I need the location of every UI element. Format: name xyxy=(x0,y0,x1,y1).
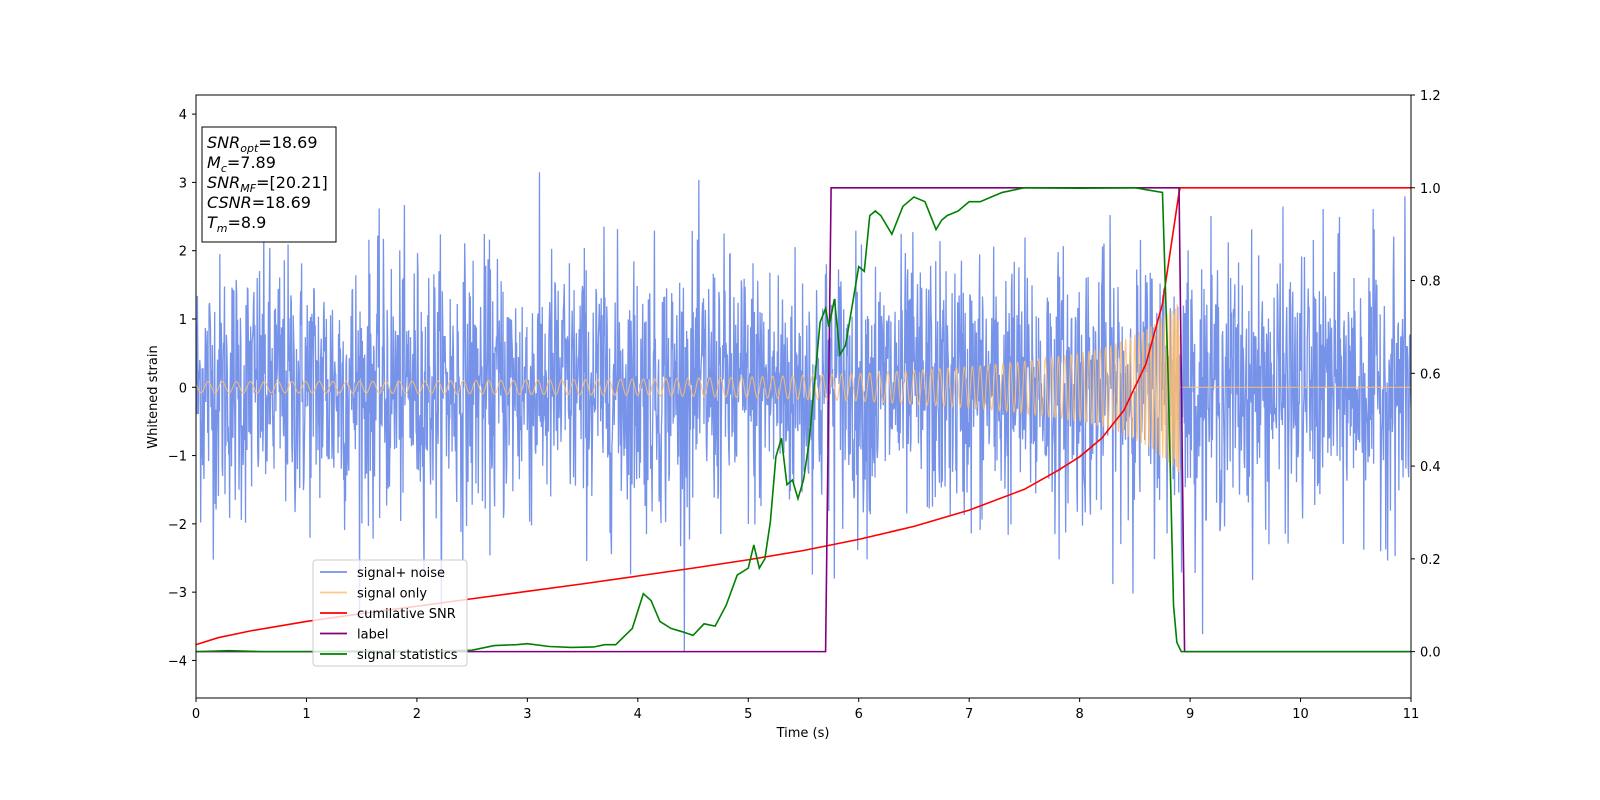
y-right-tick-label: 0.0 xyxy=(1420,646,1441,661)
signal-noise-line xyxy=(196,172,1411,652)
signal-only-line xyxy=(196,303,1411,473)
plot-frame xyxy=(195,94,1412,699)
info-value: =18.69 xyxy=(252,193,311,212)
x-tick-label: 8 xyxy=(1075,707,1083,722)
y-left-tick-label: −1 xyxy=(168,450,187,465)
x-tick-label: 10 xyxy=(1292,707,1309,722)
y-left-tick-label: −2 xyxy=(168,518,187,533)
info-line: Tm=8.9 xyxy=(207,213,266,235)
y-right-tick-label: 1.0 xyxy=(1420,182,1441,197)
info-value: =[20.21] xyxy=(256,173,328,192)
y-axis-left: −4 −3 −2 −1 0 1 2 3 4 xyxy=(168,108,196,669)
y-left-tick-label: 4 xyxy=(179,108,187,123)
x-tick-label: 9 xyxy=(1186,707,1194,722)
y-left-tick-label: 0 xyxy=(179,381,187,396)
signal-noise-series xyxy=(196,172,1411,652)
info-subscript: c xyxy=(221,162,227,175)
info-subscript: MF xyxy=(240,182,256,195)
info-line: Mc=7.89 xyxy=(207,153,276,175)
x-axis: 0 1 2 3 4 5 6 7 8 9 10 11 xyxy=(192,698,1419,722)
y-right-tick-label: 0.2 xyxy=(1420,553,1441,568)
legend-frame xyxy=(312,559,468,667)
y-left-tick-label: 1 xyxy=(179,313,187,328)
y-right-tick-label: 0.8 xyxy=(1420,275,1441,290)
info-symbol: SNR xyxy=(207,133,240,152)
y-axis-label: Whitened strain xyxy=(146,345,161,448)
info-symbol: SNR xyxy=(207,173,240,192)
y-right-tick-label: 0.4 xyxy=(1420,460,1441,475)
y-left-tick-label: −4 xyxy=(168,654,187,669)
info-line: SNRMF=[20.21] xyxy=(207,173,328,195)
info-subscript: opt xyxy=(240,142,259,155)
y-left-tick-label: −3 xyxy=(168,586,187,601)
info-value: =8.9 xyxy=(228,213,267,232)
legend: signal+ noise signal only cumilative SNR la… xyxy=(312,559,468,667)
legend-entry: signal only xyxy=(357,587,427,602)
x-tick-label: 3 xyxy=(523,707,531,722)
y-axis-right: 0.0 0.2 0.4 0.6 0.8 1.0 1.2 xyxy=(1411,89,1441,661)
x-tick-label: 5 xyxy=(744,707,752,722)
x-tick-label: 0 xyxy=(192,707,200,722)
signal-statistics-line xyxy=(196,186,1411,653)
legend-entry: cumilative SNR xyxy=(357,607,456,622)
info-box-frame xyxy=(201,126,337,243)
info-symbol: T xyxy=(207,213,218,232)
signal-only-series xyxy=(196,303,1411,473)
legend-entry: label xyxy=(357,628,388,643)
info-symbol: M xyxy=(207,153,221,172)
x-axis-label: Time (s) xyxy=(776,726,830,741)
y-right-tick-label: 1.2 xyxy=(1420,89,1441,104)
y-left-tick-label: 3 xyxy=(179,176,187,191)
x-tick-label: 4 xyxy=(634,707,642,722)
x-tick-label: 1 xyxy=(302,707,310,722)
y-left-tick-label: 2 xyxy=(179,245,187,260)
y-right-tick-label: 0.6 xyxy=(1420,367,1441,382)
info-value: =18.69 xyxy=(258,133,317,152)
legend-entry: signal+ noise xyxy=(357,566,445,581)
x-tick-label: 6 xyxy=(855,707,863,722)
snr-info-box: SNRopt=18.69Mc=7.89SNRMF=[20.21]CSNR=18.… xyxy=(201,126,337,243)
x-tick-label: 11 xyxy=(1403,707,1420,722)
x-tick-label: 7 xyxy=(965,707,973,722)
info-value: =7.89 xyxy=(227,153,276,172)
x-tick-label: 2 xyxy=(413,707,421,722)
info-line: SNRopt=18.69 xyxy=(207,133,318,155)
info-subscript: m xyxy=(217,222,228,235)
legend-entry: signal statistics xyxy=(357,648,458,663)
info-symbol: CSNR xyxy=(207,193,252,212)
info-line: CSNR=18.69 xyxy=(207,193,311,212)
